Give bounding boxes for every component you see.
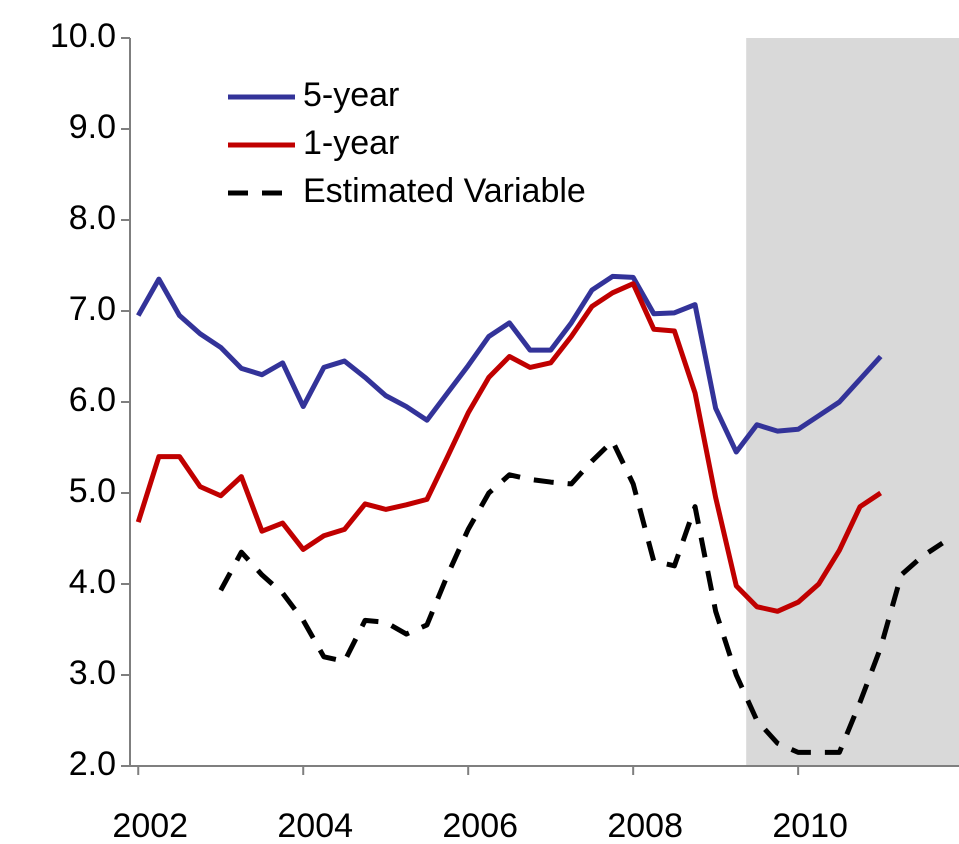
y-tick-label: 4.0 [69,563,116,601]
series-line [218,438,944,755]
shaded-region [746,38,959,766]
x-tick-label: 2008 [607,807,683,844]
y-tick-label: 3.0 [69,654,116,692]
legend-label: 1-year [303,124,399,162]
series-line [135,281,883,614]
x-tick-label: 2010 [772,807,848,844]
y-tick-label: 8.0 [69,199,116,237]
x-tick-label: 2002 [112,807,188,844]
legend-label: 5-year [303,76,399,114]
x-tick-label: 2006 [442,807,518,844]
y-tick-label: 7.0 [69,290,116,328]
legend-label: Estimated Variable [303,172,586,210]
y-tick-label: 2.0 [69,745,116,783]
series-line [136,273,883,455]
y-tick-label: 9.0 [69,108,116,146]
y-tick-label: 6.0 [69,381,116,419]
y-tick-label: 5.0 [69,472,116,510]
x-tick-label: 2004 [277,807,353,844]
y-tick-label: 10.0 [50,17,116,55]
